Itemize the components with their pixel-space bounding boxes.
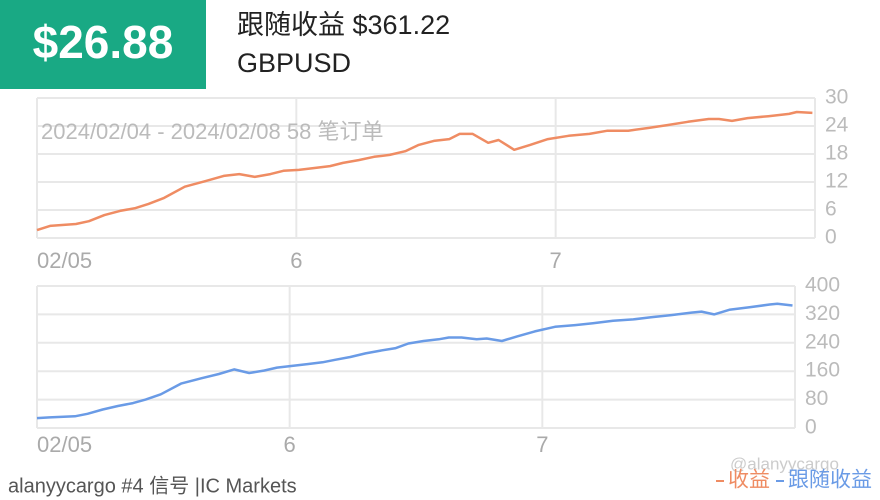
amount-box: [0, 0, 206, 89]
y-tick-label: 240: [805, 330, 840, 353]
y-tick-label: 12: [825, 170, 848, 193]
y-tick-label: 0: [805, 416, 817, 439]
x-tick-label: 7: [536, 432, 548, 457]
y-tick-label: 6: [825, 198, 837, 221]
y-tick-label: 0: [825, 226, 837, 249]
y-tick-label: 80: [805, 387, 828, 410]
symbol: GBPUSD: [237, 48, 351, 78]
account-info: alanyycargo #4 信号 |IC Markets: [8, 474, 297, 497]
follow-profit: 跟随收益 $361.22: [237, 10, 450, 40]
legend-label: 跟随收益: [788, 469, 872, 492]
x-tick-label: 6: [290, 248, 302, 273]
x-tick-label: 02/05: [37, 432, 92, 457]
y-tick-label: 24: [825, 114, 849, 137]
y-tick-label: 320: [805, 302, 840, 325]
x-tick-label: 6: [284, 432, 296, 457]
annotation: 2024/02/04 - 2024/02/08 58 笔订单: [41, 119, 383, 144]
y-tick-label: 18: [825, 142, 848, 165]
x-tick-label: 7: [550, 248, 562, 273]
line-series: [36, 110, 813, 232]
y-tick-label: 400: [805, 274, 840, 297]
amount: $26.88: [33, 16, 174, 68]
x-tick-label: 02/05: [37, 248, 92, 273]
legend-label: 收益: [728, 469, 770, 492]
y-tick-label: 160: [805, 359, 840, 382]
watermark: @alanyycargo: [730, 454, 839, 473]
line-series: [36, 302, 793, 420]
y-tick-label: 30: [825, 86, 848, 109]
